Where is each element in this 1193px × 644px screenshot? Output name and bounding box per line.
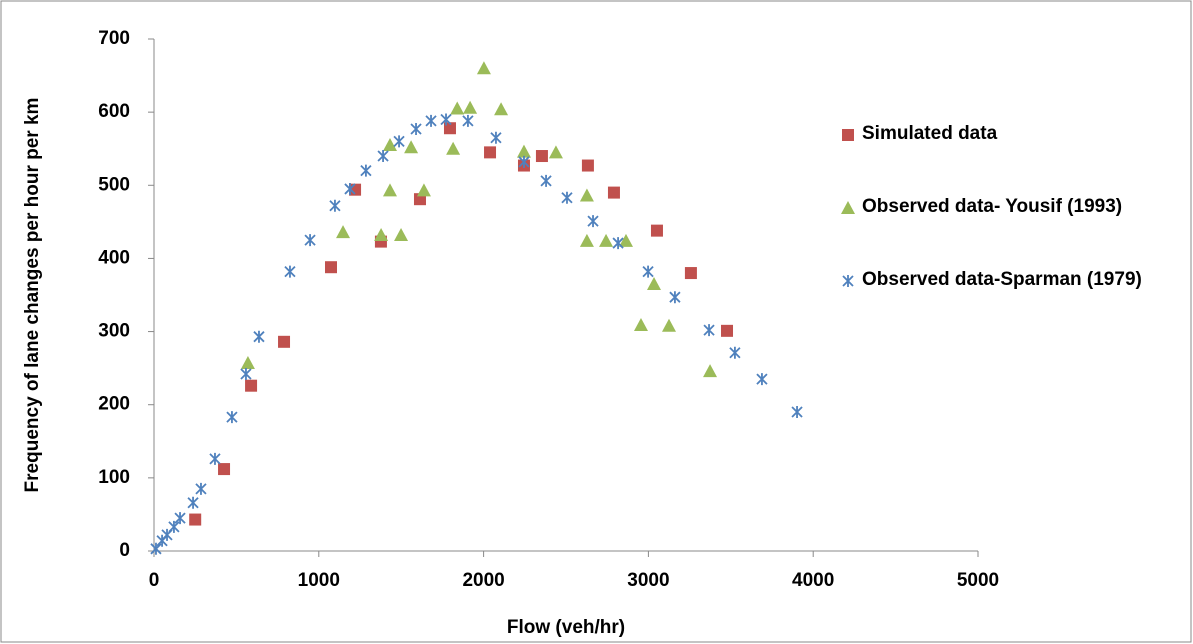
marker-triangle	[579, 233, 594, 247]
marker-triangle	[618, 233, 633, 247]
marker-square	[484, 146, 497, 159]
marker-asterisk	[187, 496, 199, 509]
marker-asterisk	[669, 291, 681, 304]
marker-square	[218, 463, 231, 476]
marker-triangle	[647, 277, 662, 291]
marker-triangle	[548, 145, 563, 159]
legend-label: Observed data-Sparman (1979)	[862, 269, 1142, 290]
marker-square	[842, 129, 854, 141]
marker-triangle	[463, 100, 478, 114]
marker-asterisk	[842, 275, 854, 287]
x-tick-label: 5000	[957, 570, 999, 591]
marker-triangle	[599, 233, 614, 247]
marker-triangle	[382, 183, 397, 197]
y-tick-label: 100	[98, 467, 130, 488]
marker-asterisk	[518, 155, 530, 168]
marker-asterisk	[284, 265, 296, 278]
y-tick-label: 300	[98, 321, 130, 342]
marker-triangle	[662, 318, 676, 332]
marker-asterisk	[195, 482, 207, 495]
marker-asterisk	[756, 373, 768, 386]
x-tick-label: 0	[149, 570, 160, 591]
marker-square	[721, 324, 734, 337]
y-tick-label: 700	[98, 28, 130, 49]
x-tick-label: 3000	[627, 570, 669, 591]
x-tick-label: 4000	[792, 570, 834, 591]
marker-triangle	[446, 141, 461, 155]
y-tick-label: 200	[98, 394, 130, 415]
x-tick-label: 1000	[298, 570, 340, 591]
marker-asterisk	[304, 234, 316, 247]
marker-triangle	[476, 61, 491, 75]
legend-label: Observed data- Yousif (1993)	[862, 196, 1123, 217]
marker-triangle	[416, 183, 431, 197]
marker-asterisk	[729, 346, 741, 359]
y-axis-title: Frequency of lane changes per hour per k…	[22, 98, 43, 493]
y-tick-label: 600	[98, 101, 130, 122]
marker-asterisk	[329, 199, 341, 212]
marker-asterisk	[344, 182, 356, 195]
marker-square	[684, 267, 697, 280]
marker-triangle	[841, 201, 855, 214]
marker-triangle	[633, 317, 648, 331]
x-tick-label: 2000	[462, 570, 504, 591]
marker-asterisk	[561, 191, 573, 204]
marker-triangle	[494, 102, 509, 116]
marker-asterisk	[240, 367, 252, 380]
marker-asterisk	[425, 114, 437, 127]
marker-asterisk	[462, 114, 474, 127]
marker-triangle	[382, 138, 397, 152]
marker-triangle	[703, 364, 718, 378]
marker-triangle	[336, 225, 351, 239]
marker-square	[189, 513, 202, 526]
marker-triangle	[404, 140, 419, 154]
marker-square	[278, 335, 291, 348]
y-tick-label: 0	[119, 540, 130, 561]
marker-asterisk	[360, 164, 372, 177]
marker-square	[535, 150, 548, 163]
marker-asterisk	[490, 131, 502, 144]
marker-asterisk	[253, 330, 265, 343]
marker-asterisk	[612, 237, 624, 250]
marker-asterisk	[440, 113, 452, 126]
marker-asterisk	[642, 265, 654, 278]
x-axis-title: Flow (veh/hr)	[507, 617, 625, 638]
marker-square	[607, 186, 620, 199]
marker-triangle	[450, 101, 465, 115]
marker-triangle	[240, 356, 255, 370]
y-tick-label: 500	[98, 174, 130, 195]
marker-asterisk	[174, 512, 186, 525]
marker-asterisk	[703, 324, 715, 337]
marker-square	[324, 261, 337, 274]
marker-asterisk	[393, 135, 405, 148]
marker-asterisk	[587, 215, 599, 228]
marker-asterisk	[226, 411, 238, 424]
marker-asterisk	[209, 452, 221, 465]
marker-triangle	[374, 228, 389, 242]
marker-asterisk	[540, 174, 552, 187]
marker-triangle	[579, 188, 594, 202]
marker-square	[581, 159, 594, 172]
marker-square	[443, 122, 456, 135]
marker-asterisk	[791, 406, 803, 419]
marker-asterisk	[377, 150, 389, 163]
marker-asterisk	[168, 520, 180, 533]
marker-asterisk	[150, 542, 162, 555]
marker-square	[245, 379, 258, 392]
marker-triangle	[394, 228, 409, 242]
marker-triangle	[516, 144, 531, 158]
y-tick-label: 400	[98, 247, 130, 268]
marker-square	[650, 224, 663, 237]
legend-label: Simulated data	[862, 123, 998, 144]
marker-asterisk	[410, 122, 422, 135]
